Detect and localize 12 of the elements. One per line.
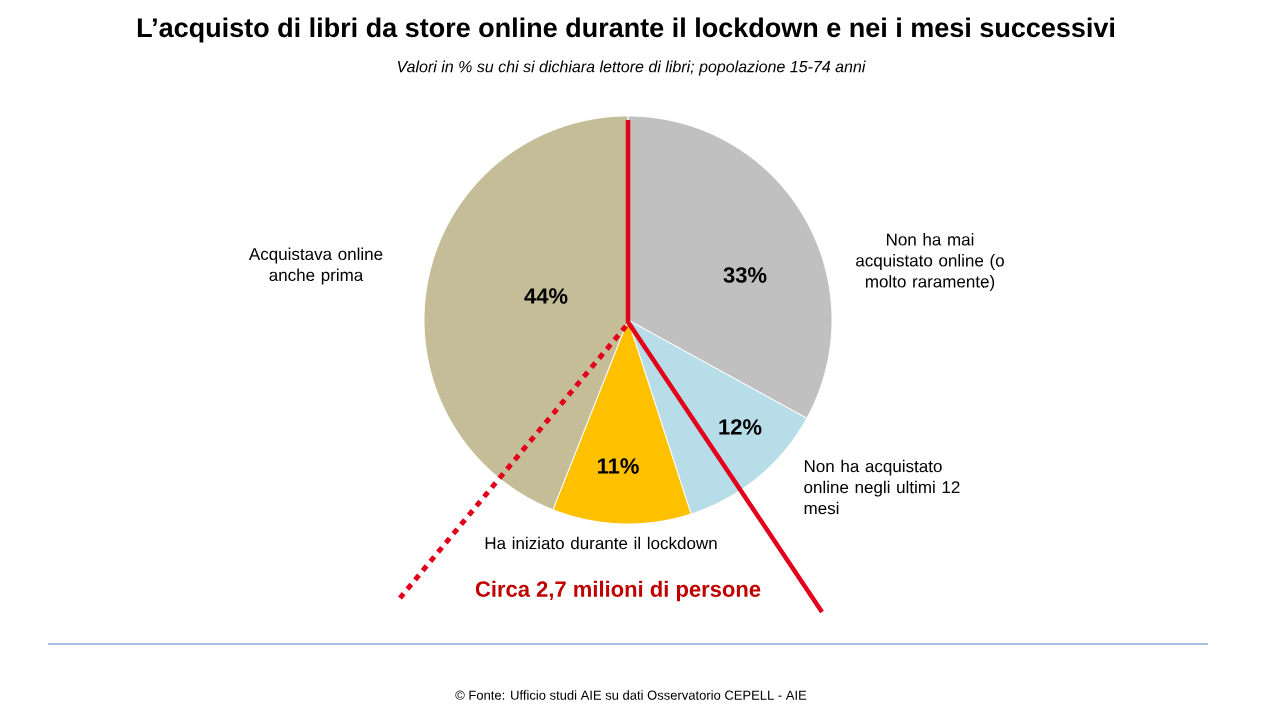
data-label: 11% bbox=[597, 458, 639, 474]
data-label: 33% bbox=[723, 267, 767, 283]
slice-label: Acquistava online anche prima bbox=[248, 247, 383, 285]
text: Circa 2,7 milioni di persone bbox=[475, 580, 761, 602]
slice-label: Non ha acquistato online negli ultimi 12 mesi bbox=[804, 459, 960, 515]
text: © Fonte: Ufficio studi AIE su dati Osservatorio CEPELL - AIE bbox=[455, 690, 807, 700]
data-label: 12% bbox=[719, 419, 762, 435]
data-label: 44% bbox=[524, 288, 568, 304]
slice-label: Ha iniziato durante il lockdown bbox=[485, 536, 717, 550]
chart-subtitle: Valori in % su chi si dichiara lettore di libri; popolazione 15-74 anni bbox=[397, 60, 866, 76]
slice-label: Non ha mai acquistato online (o molto raramente) bbox=[856, 233, 1004, 291]
chart-title: L’acquisto di libri da store online durante il lockdown e nei i mesi successivi bbox=[137, 17, 1114, 43]
